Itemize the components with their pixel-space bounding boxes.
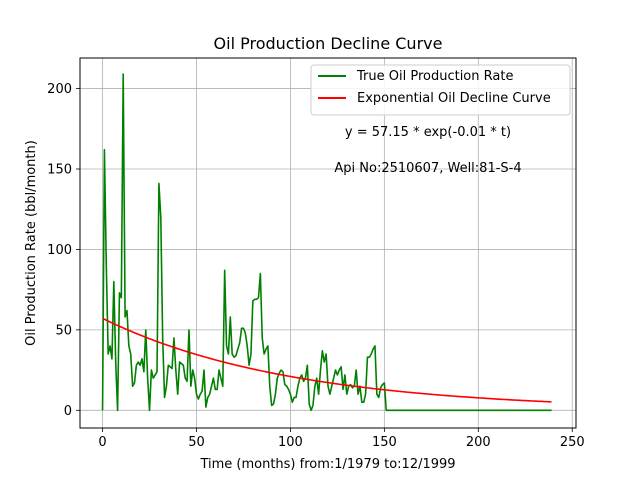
- series-true-production-line: [101, 73, 552, 412]
- x-axis-label: Time (months) from:1/1979 to:12/1999: [199, 457, 455, 472]
- legend-label-exp: Exponential Oil Decline Curve: [357, 91, 551, 106]
- y-axis-label: Oil Production Rate (bbl/month): [24, 140, 39, 346]
- y-tick-label: 0: [64, 404, 72, 419]
- x-tick-label: 200: [466, 435, 491, 450]
- x-tick-label: 150: [372, 435, 397, 450]
- legend: True Oil Production Rate Exponential Oil…: [310, 64, 571, 116]
- y-tick-label: 50: [55, 323, 72, 338]
- x-tick-label: 250: [560, 435, 585, 450]
- well-annotation: Api No:2510607, Well:81-S-4: [334, 161, 521, 176]
- legend-box: [310, 64, 571, 116]
- series-layer: [101, 73, 552, 412]
- legend-label-true: True Oil Production Rate: [356, 69, 513, 84]
- equation-annotation: y = 57.15 * exp(-0.01 * t): [345, 125, 511, 140]
- y-tick-label: 150: [47, 163, 72, 178]
- x-tick-label: 100: [278, 435, 303, 450]
- x-tick-label: 50: [188, 435, 205, 450]
- ticks: 0 50 100 150 200 250 0 50 100 150 200: [47, 82, 584, 450]
- y-tick-label: 200: [47, 82, 72, 97]
- x-tick-label: 0: [98, 435, 106, 450]
- chart-title: Oil Production Decline Curve: [214, 34, 443, 53]
- plot-frame: [79, 57, 577, 429]
- y-tick-label: 100: [47, 243, 72, 258]
- series-exponential-decline-line: [102, 317, 552, 403]
